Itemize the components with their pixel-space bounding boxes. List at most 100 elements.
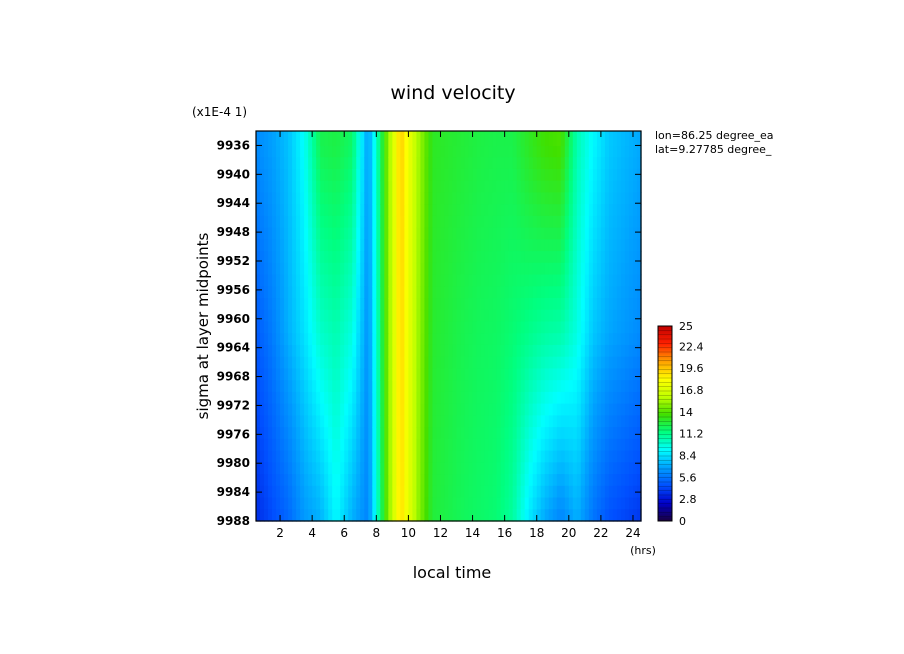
heatmap-cell: [332, 157, 337, 170]
heatmap-cell: [604, 368, 610, 381]
heatmap-cell: [388, 286, 393, 299]
heatmap-cell: [472, 321, 478, 334]
heatmap-cell: [484, 298, 490, 311]
heatmap-cell: [432, 368, 438, 381]
heatmap-cell: [308, 485, 313, 499]
heatmap-cell: [632, 145, 638, 158]
heatmap-cell: [408, 251, 414, 264]
heatmap-cell: [372, 157, 377, 170]
heatmap-cell: [332, 180, 337, 193]
heatmap-cell: [496, 286, 502, 299]
heatmap-cell: [612, 215, 618, 229]
heatmap-cell: [356, 192, 361, 205]
heatmap-cell: [452, 192, 458, 205]
y-tick-label: 9940: [217, 167, 250, 181]
heatmap-cell: [608, 157, 614, 170]
heatmap-cell: [564, 509, 570, 522]
heatmap-cell: [588, 391, 594, 405]
heatmap-cell: [464, 391, 470, 405]
heatmap-cell: [580, 509, 586, 522]
heatmap-cell: [340, 145, 345, 158]
heatmap-cell: [496, 192, 502, 205]
heatmap-cell: [544, 344, 550, 358]
heatmap-cell: [452, 403, 458, 416]
heatmap-cell: [592, 474, 598, 487]
heatmap-cell: [512, 239, 518, 252]
heatmap-cell: [460, 239, 466, 252]
heatmap-cell: [260, 145, 265, 158]
heatmap-cell: [448, 344, 454, 358]
heatmap-cell: [408, 298, 414, 311]
heatmap-cells: [256, 131, 642, 522]
heatmap-cell: [296, 356, 301, 370]
heatmap-cell: [280, 497, 285, 510]
heatmap-cell: [332, 215, 337, 229]
heatmap-cell: [576, 403, 582, 416]
heatmap-cell: [596, 262, 602, 276]
heatmap-cell: [412, 333, 418, 346]
heatmap-cell: [368, 474, 373, 487]
heatmap-cell: [584, 204, 590, 217]
heatmap-cell: [504, 321, 510, 334]
heatmap-cell: [380, 391, 385, 405]
heatmap-cell: [260, 239, 265, 252]
heatmap-cell: [356, 239, 361, 252]
heatmap-cell: [372, 227, 377, 240]
heatmap-cell: [628, 251, 634, 264]
heatmap-cell: [420, 180, 426, 193]
heatmap-cell: [528, 251, 534, 264]
heatmap-cell: [428, 497, 434, 510]
heatmap-cell: [540, 168, 546, 182]
heatmap-cell: [332, 391, 337, 405]
heatmap-cell: [620, 180, 626, 193]
heatmap-cell: [360, 131, 365, 147]
heatmap-cell: [412, 509, 418, 522]
heatmap-cell: [456, 227, 462, 240]
heatmap-cell: [520, 321, 526, 334]
heatmap-cell: [384, 131, 389, 147]
heatmap-cell: [280, 368, 285, 381]
heatmap-cell: [584, 333, 590, 346]
heatmap-cell: [524, 474, 530, 487]
heatmap-cell: [596, 227, 602, 240]
heatmap-cell: [328, 204, 333, 217]
heatmap-cell: [276, 485, 281, 499]
heatmap-cell: [420, 497, 426, 510]
heatmap-cell: [476, 192, 482, 205]
heatmap-cell: [432, 474, 438, 487]
heatmap-cell: [556, 204, 562, 217]
heatmap-cell: [352, 215, 357, 229]
heatmap-cell: [596, 356, 602, 370]
heatmap-cell: [516, 309, 522, 323]
heatmap-cell: [340, 239, 345, 252]
heatmap-cell: [324, 298, 329, 311]
heatmap-cell: [348, 391, 353, 405]
heatmap-cell: [624, 391, 630, 405]
heatmap-cell: [312, 251, 317, 264]
heatmap-cell: [268, 344, 273, 358]
heatmap-cell: [628, 215, 634, 229]
heatmap-cell: [588, 497, 594, 510]
heatmap-cell: [548, 215, 554, 229]
heatmap-cell: [408, 356, 414, 370]
heatmap-cell: [272, 485, 277, 499]
heatmap-cell: [260, 180, 265, 193]
heatmap-cell: [428, 391, 434, 405]
heatmap-cell: [612, 403, 618, 416]
heatmap-cell: [632, 215, 638, 229]
heatmap-cell: [608, 274, 614, 287]
heatmap-cell: [324, 450, 329, 463]
heatmap-cell: [396, 131, 401, 147]
heatmap-cell: [580, 333, 586, 346]
heatmap-cell: [272, 438, 277, 452]
heatmap-cell: [392, 168, 397, 182]
heatmap-cell: [576, 415, 582, 428]
heatmap-cell: [420, 391, 426, 405]
heatmap-cell: [572, 344, 578, 358]
heatmap-cell: [520, 497, 526, 510]
heatmap-cell: [520, 204, 526, 217]
heatmap-cell: [316, 462, 321, 475]
heatmap-cell: [520, 145, 526, 158]
heatmap-cell: [460, 415, 466, 428]
heatmap-cell: [616, 485, 622, 499]
